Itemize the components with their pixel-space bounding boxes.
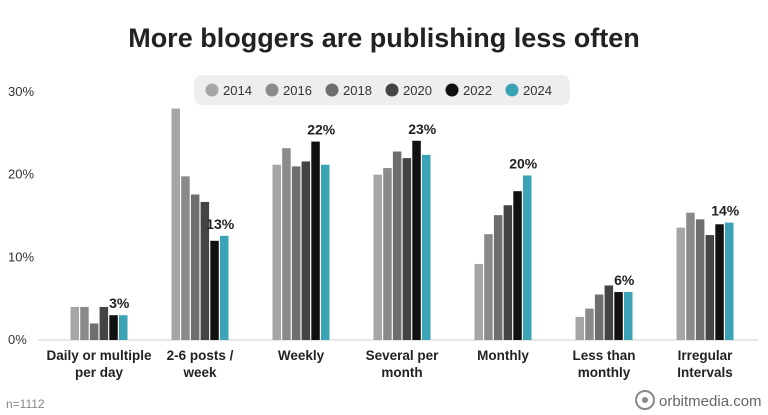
bar-2020-cat-3: [402, 158, 412, 340]
bar-2018-cat-1: [190, 194, 200, 340]
bar-2024-cat-0: [119, 315, 128, 340]
bar-2018-cat-2: [291, 166, 301, 340]
x-category-label: Daily or multiple per day: [46, 348, 152, 380]
bar-2016-cat-0: [80, 306, 89, 340]
chart-title: More bloggers are publishing less often: [128, 23, 640, 53]
bar-2020-cat-4: [503, 205, 513, 340]
data-label-cat-3: 23%: [408, 121, 437, 137]
bar-2014-cat-5: [575, 316, 584, 340]
x-category-line: monthly: [578, 365, 631, 380]
bar-2016-cat-2: [282, 148, 291, 340]
y-tick-label: 10%: [8, 249, 34, 264]
y-tick-label: 30%: [8, 84, 34, 99]
sample-size-note: n=1112: [6, 397, 45, 411]
data-label-cat-1: 13%: [206, 216, 235, 232]
bar-2020-cat-1: [200, 201, 210, 340]
bar-2022-cat-2: [311, 141, 320, 340]
x-category-line: Intervals: [677, 365, 733, 380]
x-category-label: Several per month: [366, 348, 440, 380]
bar-2024-cat-4: [523, 175, 532, 340]
legend-label-2018: 2018: [343, 83, 372, 98]
x-category-line: Weekly: [278, 348, 325, 363]
data-label-cat-0: 3%: [109, 295, 130, 311]
legend-label-2014: 2014: [223, 83, 252, 98]
bar-2016-cat-3: [383, 168, 392, 340]
bar-2022-cat-5: [614, 292, 623, 340]
legend-swatch-2020: [385, 83, 399, 97]
bar-2018-cat-4: [493, 215, 503, 340]
data-label-cat-5: 6%: [614, 272, 635, 288]
x-category-line: Daily or multiple: [46, 348, 152, 363]
legend-swatch-2018: [325, 83, 339, 97]
bar-2022-cat-1: [210, 240, 219, 340]
x-category-line: week: [182, 365, 217, 380]
legend-background: [194, 75, 570, 105]
bar-2022-cat-0: [109, 315, 118, 340]
legend-label-2024: 2024: [523, 83, 552, 98]
bar-2024-cat-1: [220, 235, 229, 340]
x-category-label: Monthly: [477, 348, 529, 363]
bar-2022-cat-4: [513, 191, 522, 340]
x-category-line: Several per: [366, 348, 440, 363]
bar-2024-cat-6: [725, 222, 734, 340]
bar-2024-cat-3: [422, 154, 431, 340]
bar-2014-cat-3: [373, 174, 382, 340]
bar-2014-cat-0: [70, 306, 79, 340]
legend-label-2022: 2022: [463, 83, 492, 98]
bar-2014-cat-6: [676, 227, 685, 340]
bar-2014-cat-2: [272, 164, 281, 340]
x-category-label: Irregular Intervals: [677, 348, 733, 380]
brand-logo: orbitmedia.com: [635, 390, 762, 410]
bar-2016-cat-4: [484, 234, 493, 340]
bar-2018-cat-0: [89, 323, 99, 340]
bar-2020-cat-2: [301, 161, 311, 340]
bar-series-group: [70, 108, 734, 340]
x-category-label: Weekly: [278, 348, 325, 363]
data-labels: 3% 13% 22% 23% 20% 6% 14%: [109, 121, 740, 311]
bar-2016-cat-1: [181, 176, 190, 340]
data-label-cat-4: 20%: [509, 155, 538, 171]
x-axis: Daily or multiple per day 2-6 posts / week W…: [46, 348, 733, 380]
x-category-label: 2-6 posts / week: [167, 348, 234, 380]
x-category-label: Less than monthly: [572, 348, 635, 380]
legend-label-2020: 2020: [403, 83, 432, 98]
bar-2022-cat-6: [715, 224, 724, 340]
bar-2024-cat-2: [321, 164, 330, 340]
y-tick-label: 0%: [8, 332, 27, 347]
bar-2024-cat-5: [624, 292, 633, 340]
y-axis: 0% 10% 20% 30%: [8, 84, 34, 347]
bar-2016-cat-6: [686, 212, 695, 340]
bar-2020-cat-5: [604, 285, 614, 340]
x-category-line: 2-6 posts /: [167, 348, 234, 363]
bar-2018-cat-5: [594, 294, 604, 340]
x-category-line: Irregular: [678, 348, 734, 363]
bar-2018-cat-6: [695, 219, 705, 340]
bar-2022-cat-3: [412, 140, 421, 340]
x-category-line: Less than: [572, 348, 635, 363]
legend: 2014 2016 2018 2020 2022 2024: [194, 75, 570, 105]
bar-2020-cat-0: [99, 306, 109, 340]
legend-swatch-2024: [505, 83, 519, 97]
legend-swatch-2016: [265, 83, 279, 97]
bar-2018-cat-3: [392, 151, 402, 340]
bar-2020-cat-6: [705, 235, 715, 340]
y-tick-label: 20%: [8, 167, 34, 182]
orbit-logo-dot-icon: [642, 397, 648, 403]
data-label-cat-2: 22%: [307, 122, 336, 138]
orbit-logo-icon: [635, 390, 655, 410]
x-category-line: month: [381, 365, 422, 380]
legend-label-2016: 2016: [283, 83, 312, 98]
bar-2014-cat-4: [474, 263, 483, 340]
legend-swatch-2022: [445, 83, 459, 97]
x-category-line: per day: [75, 365, 124, 380]
bar-2016-cat-5: [585, 308, 594, 340]
legend-swatch-2014: [205, 83, 219, 97]
bar-2014-cat-1: [171, 108, 180, 340]
brand-name: orbitmedia.com: [659, 393, 762, 410]
x-category-line: Monthly: [477, 348, 529, 363]
data-label-cat-6: 14%: [711, 203, 740, 219]
